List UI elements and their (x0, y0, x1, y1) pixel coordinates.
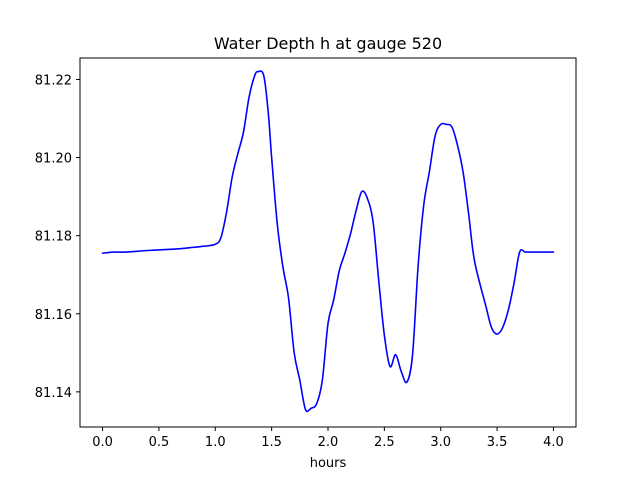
x-tick-label: 0.5 (149, 435, 170, 450)
y-tick-label: 81.18 (35, 230, 72, 245)
x-tick-label: 2.0 (318, 435, 339, 450)
x-tick-label: 0.0 (92, 435, 113, 450)
x-tick-label: 3.0 (430, 435, 451, 450)
y-tick-label: 81.14 (35, 386, 72, 401)
y-tick-label: 81.20 (35, 152, 72, 167)
x-axis-label: hours (310, 456, 347, 471)
x-tick-label: 1.0 (205, 435, 226, 450)
x-tick-label: 4.0 (543, 435, 564, 450)
series-layer (101, 70, 555, 413)
y-tick-label: 81.22 (35, 73, 72, 88)
x-tick-label: 2.5 (374, 435, 395, 450)
x-tick-label: 1.5 (261, 435, 282, 450)
y-axis-ticks: 81.14 81.16 81.18 81.20 81.22 (35, 73, 80, 401)
chart-title: Water Depth h at gauge 520 (214, 34, 442, 53)
x-axis-ticks: 0.0 0.5 1.0 1.5 2.0 2.5 3.0 3.5 4.0 (92, 427, 564, 450)
series-line (101, 70, 555, 413)
plot-area (80, 58, 576, 427)
x-tick-label: 3.5 (487, 435, 508, 450)
y-tick-label: 81.16 (35, 308, 72, 323)
